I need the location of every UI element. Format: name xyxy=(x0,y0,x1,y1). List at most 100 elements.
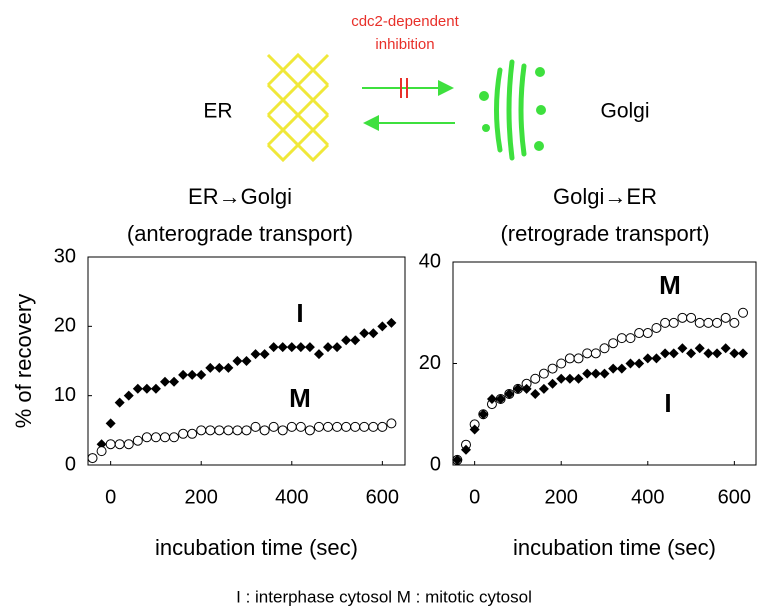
diamond-point xyxy=(214,362,225,373)
circle-point xyxy=(590,348,601,359)
y-tick-label: 40 xyxy=(419,250,441,272)
diamond-point xyxy=(259,349,270,360)
circle-point xyxy=(712,317,723,328)
diamond-point xyxy=(738,348,749,359)
diamond-point xyxy=(729,348,740,359)
diamond-point xyxy=(486,394,497,405)
diamond-point xyxy=(169,376,180,387)
x-tick-label: 400 xyxy=(275,486,308,508)
x-axis-label: incubation time (sec) xyxy=(513,535,716,560)
y-tick-label: 30 xyxy=(54,245,76,267)
circle-point xyxy=(386,418,397,429)
diamond-point xyxy=(703,348,714,359)
y-tick-label: 0 xyxy=(65,453,76,475)
circle-point xyxy=(196,425,207,436)
diamond-point xyxy=(250,349,261,360)
caption: I : interphase cytosol M : mitotic cytos… xyxy=(236,587,532,606)
circle-point xyxy=(599,343,610,354)
x-tick-label: 600 xyxy=(366,486,399,508)
diamond-point xyxy=(547,378,558,389)
chart-title: Golgi→ER xyxy=(553,184,657,209)
x-axis-label: incubation time (sec) xyxy=(155,535,358,560)
circle-point xyxy=(377,421,388,432)
x-tick-label: 600 xyxy=(718,486,751,508)
circle-point xyxy=(530,373,541,384)
circle-point xyxy=(729,317,740,328)
circle-point xyxy=(703,317,714,328)
chart-title: ER→Golgi xyxy=(188,184,292,209)
chart-title: (anterograde transport) xyxy=(127,221,353,246)
diamond-point xyxy=(105,418,116,429)
y-tick-label: 20 xyxy=(54,315,76,337)
circle-point xyxy=(720,312,731,323)
circle-point xyxy=(564,353,575,364)
circle-point xyxy=(232,425,243,436)
diamond-point xyxy=(323,342,334,353)
diamond-point xyxy=(205,362,216,373)
diamond-point xyxy=(512,383,523,394)
diamond-point xyxy=(495,394,506,405)
diamond-point xyxy=(114,397,125,408)
circle-point xyxy=(295,421,306,432)
circle-point xyxy=(642,328,653,339)
circle-point xyxy=(651,322,662,333)
diamond-point xyxy=(677,343,688,354)
circle-point xyxy=(277,425,288,436)
circle-point xyxy=(286,421,297,432)
circle-point xyxy=(214,425,225,436)
x-tick-label: 200 xyxy=(545,486,578,508)
circle-point xyxy=(582,348,593,359)
circle-point xyxy=(694,317,705,328)
diamond-point xyxy=(341,335,352,346)
circle-point xyxy=(150,432,161,443)
diamond-point xyxy=(478,409,489,420)
y-tick-label: 20 xyxy=(419,352,441,374)
circle-point xyxy=(223,425,234,436)
circle-point xyxy=(341,421,352,432)
circle-point xyxy=(96,446,107,457)
circle-point xyxy=(547,363,558,374)
diamond-point xyxy=(232,356,243,366)
diamond-point xyxy=(634,358,645,369)
diamond-point xyxy=(469,424,480,435)
diamond-point xyxy=(686,348,697,359)
circle-point xyxy=(123,439,134,450)
diamond-point xyxy=(452,454,463,465)
diamond-point xyxy=(660,348,671,359)
diamond-point xyxy=(538,383,549,394)
diamond-point xyxy=(159,376,170,387)
series-label: M xyxy=(659,270,681,300)
circle-point xyxy=(268,421,279,432)
circle-point xyxy=(132,435,143,446)
circle-point xyxy=(608,338,619,349)
diamond-point xyxy=(150,383,161,394)
circle-point xyxy=(141,432,152,443)
diamond-point xyxy=(642,353,653,364)
diamond-point xyxy=(304,342,315,353)
er-label: ER xyxy=(203,100,232,123)
diamond-point xyxy=(359,328,370,339)
diamond-point xyxy=(712,348,723,359)
diamond-point xyxy=(504,388,515,399)
y-tick-label: 10 xyxy=(54,384,76,406)
circle-point xyxy=(677,312,688,323)
circle-point xyxy=(169,432,180,443)
circle-point xyxy=(313,421,324,432)
circle-point xyxy=(205,425,216,436)
diamond-point xyxy=(668,348,679,359)
circle-point xyxy=(259,425,270,436)
diamond-point xyxy=(187,369,198,380)
diamond-point xyxy=(521,383,532,394)
diamond-point xyxy=(332,342,343,353)
circle-point xyxy=(323,421,334,432)
series-label: M xyxy=(289,383,311,413)
diamond-point xyxy=(178,369,189,380)
diamond-point xyxy=(141,383,152,394)
diamond-point xyxy=(286,342,297,353)
y-tick-label: 0 xyxy=(430,453,441,475)
x-tick-label: 0 xyxy=(105,486,116,508)
circle-point xyxy=(332,421,343,432)
circle-point xyxy=(87,453,98,464)
circle-point xyxy=(538,368,549,379)
